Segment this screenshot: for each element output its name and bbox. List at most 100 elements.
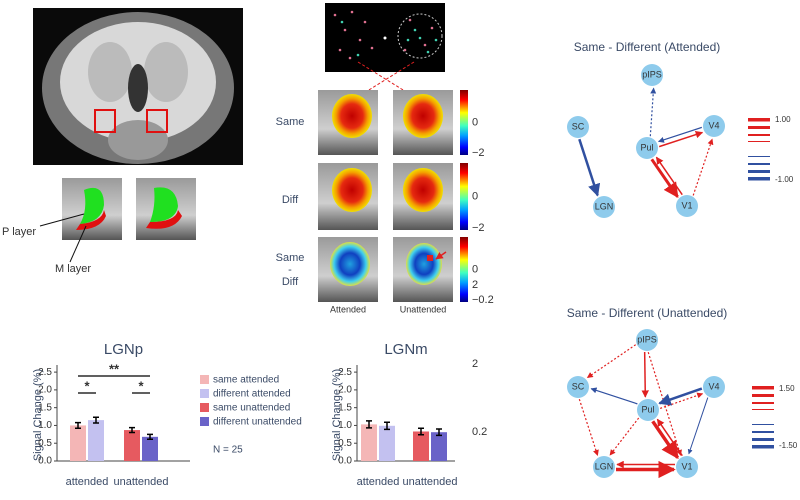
network-title: Same - Different (Attended)	[574, 40, 721, 54]
network-edge	[659, 392, 704, 409]
network-edge	[658, 387, 703, 406]
row-label: Diff	[282, 276, 299, 288]
error-bar	[75, 421, 81, 430]
node-label: SC	[572, 121, 585, 131]
legend-swatch	[200, 375, 209, 384]
network-node	[703, 376, 725, 398]
y-tick-label: 1.5	[338, 402, 352, 413]
heatmaps	[318, 90, 468, 302]
node-label: pIPS	[642, 69, 662, 79]
stimulus	[325, 3, 445, 99]
bar	[413, 431, 429, 461]
network-edge	[655, 156, 683, 196]
colorbar-tick: 2	[472, 279, 478, 291]
network-edge	[650, 158, 679, 198]
row-label: Same	[276, 252, 305, 264]
chart-title: LGNm	[384, 341, 427, 358]
chart-title: LGNp	[104, 341, 143, 358]
y-tick-label: 2.0	[338, 385, 352, 396]
y-axis-label: Signal Change (%)	[32, 369, 44, 461]
colorbar-tick: 2	[472, 358, 478, 370]
node-label: SC	[572, 381, 585, 391]
column-label: Attended	[330, 304, 366, 314]
colorbar-tick: 0	[472, 263, 478, 275]
scale-label: -1.00	[775, 175, 794, 184]
y-axis-label: Signal Change (%)	[331, 369, 343, 461]
brain-label: P layer	[2, 226, 36, 238]
bar	[70, 425, 86, 461]
network-node	[636, 329, 658, 351]
error-bar	[384, 421, 390, 431]
y-tick-label: 2.5	[38, 367, 52, 378]
network-node	[703, 115, 725, 137]
y-tick-label: 2.5	[338, 367, 352, 378]
row-label: Same	[276, 116, 305, 128]
error-bar	[366, 420, 372, 429]
legend-label: different unattended	[213, 417, 302, 428]
network-edge	[609, 417, 640, 456]
bar	[88, 420, 104, 461]
error-bar	[129, 426, 135, 434]
y-tick-label: 0.0	[338, 456, 352, 467]
y-tick-label: 0.5	[338, 438, 352, 449]
network-edge	[651, 420, 680, 460]
legend-swatch	[200, 403, 209, 412]
significance-label: *	[138, 378, 144, 393]
scale-label: 1.50	[779, 384, 795, 393]
y-tick-label: 1.0	[338, 420, 352, 431]
bar	[431, 432, 447, 461]
node-label: Pul	[641, 404, 654, 414]
colorbar-tick: 0	[472, 190, 478, 202]
network-node	[593, 196, 615, 218]
network-node	[567, 116, 589, 138]
network-node	[676, 456, 698, 478]
sample-size: N = 25	[213, 445, 243, 456]
bar	[379, 425, 395, 461]
network-edge	[687, 397, 709, 455]
legend-label: same unattended	[213, 403, 290, 414]
x-tick-label: unattended	[113, 476, 168, 488]
node-label: V1	[681, 461, 692, 471]
bar	[142, 436, 158, 461]
network-edge	[692, 138, 714, 196]
x-tick-label: unattended	[402, 476, 457, 488]
node-label: V4	[708, 381, 719, 391]
network-edge	[641, 352, 649, 398]
y-tick-label: 1.5	[38, 402, 52, 413]
network-node	[637, 399, 659, 421]
significance-label: **	[109, 361, 120, 376]
brain-image	[33, 8, 243, 165]
scale-label: 1.00	[775, 115, 791, 124]
node-label: pIPS	[637, 334, 657, 344]
error-bar	[436, 428, 442, 437]
network-edge	[578, 398, 599, 456]
column-label: Unattended	[400, 304, 447, 314]
colorbar-tick: −2	[472, 222, 485, 234]
colorbar-tick: −2	[472, 147, 485, 159]
brain-label: M layer	[55, 263, 91, 275]
network-node	[636, 137, 658, 159]
x-tick-label: attended	[357, 476, 400, 488]
node-label: V4	[708, 120, 719, 130]
y-tick-label: 0.0	[38, 456, 52, 467]
node-label: LGN	[595, 201, 614, 211]
significance-label: *	[84, 378, 90, 393]
network-node	[641, 64, 663, 86]
colorbar-tick: 0.2	[472, 426, 487, 438]
legend-swatch	[200, 389, 209, 398]
bar	[361, 424, 377, 461]
bar	[124, 430, 140, 461]
error-bar	[418, 427, 424, 436]
colorbar-tick: −0.2	[472, 294, 494, 306]
row-label: -	[288, 264, 292, 276]
network-node	[567, 376, 589, 398]
network-edge	[658, 126, 703, 143]
y-tick-label: 1.0	[38, 420, 52, 431]
node-label: Pul	[640, 142, 653, 152]
network-edge	[649, 87, 657, 137]
network-edge	[658, 130, 704, 148]
y-tick-label: 0.5	[38, 438, 52, 449]
legend-label: same attended	[213, 375, 279, 386]
legend-swatch	[200, 417, 209, 426]
